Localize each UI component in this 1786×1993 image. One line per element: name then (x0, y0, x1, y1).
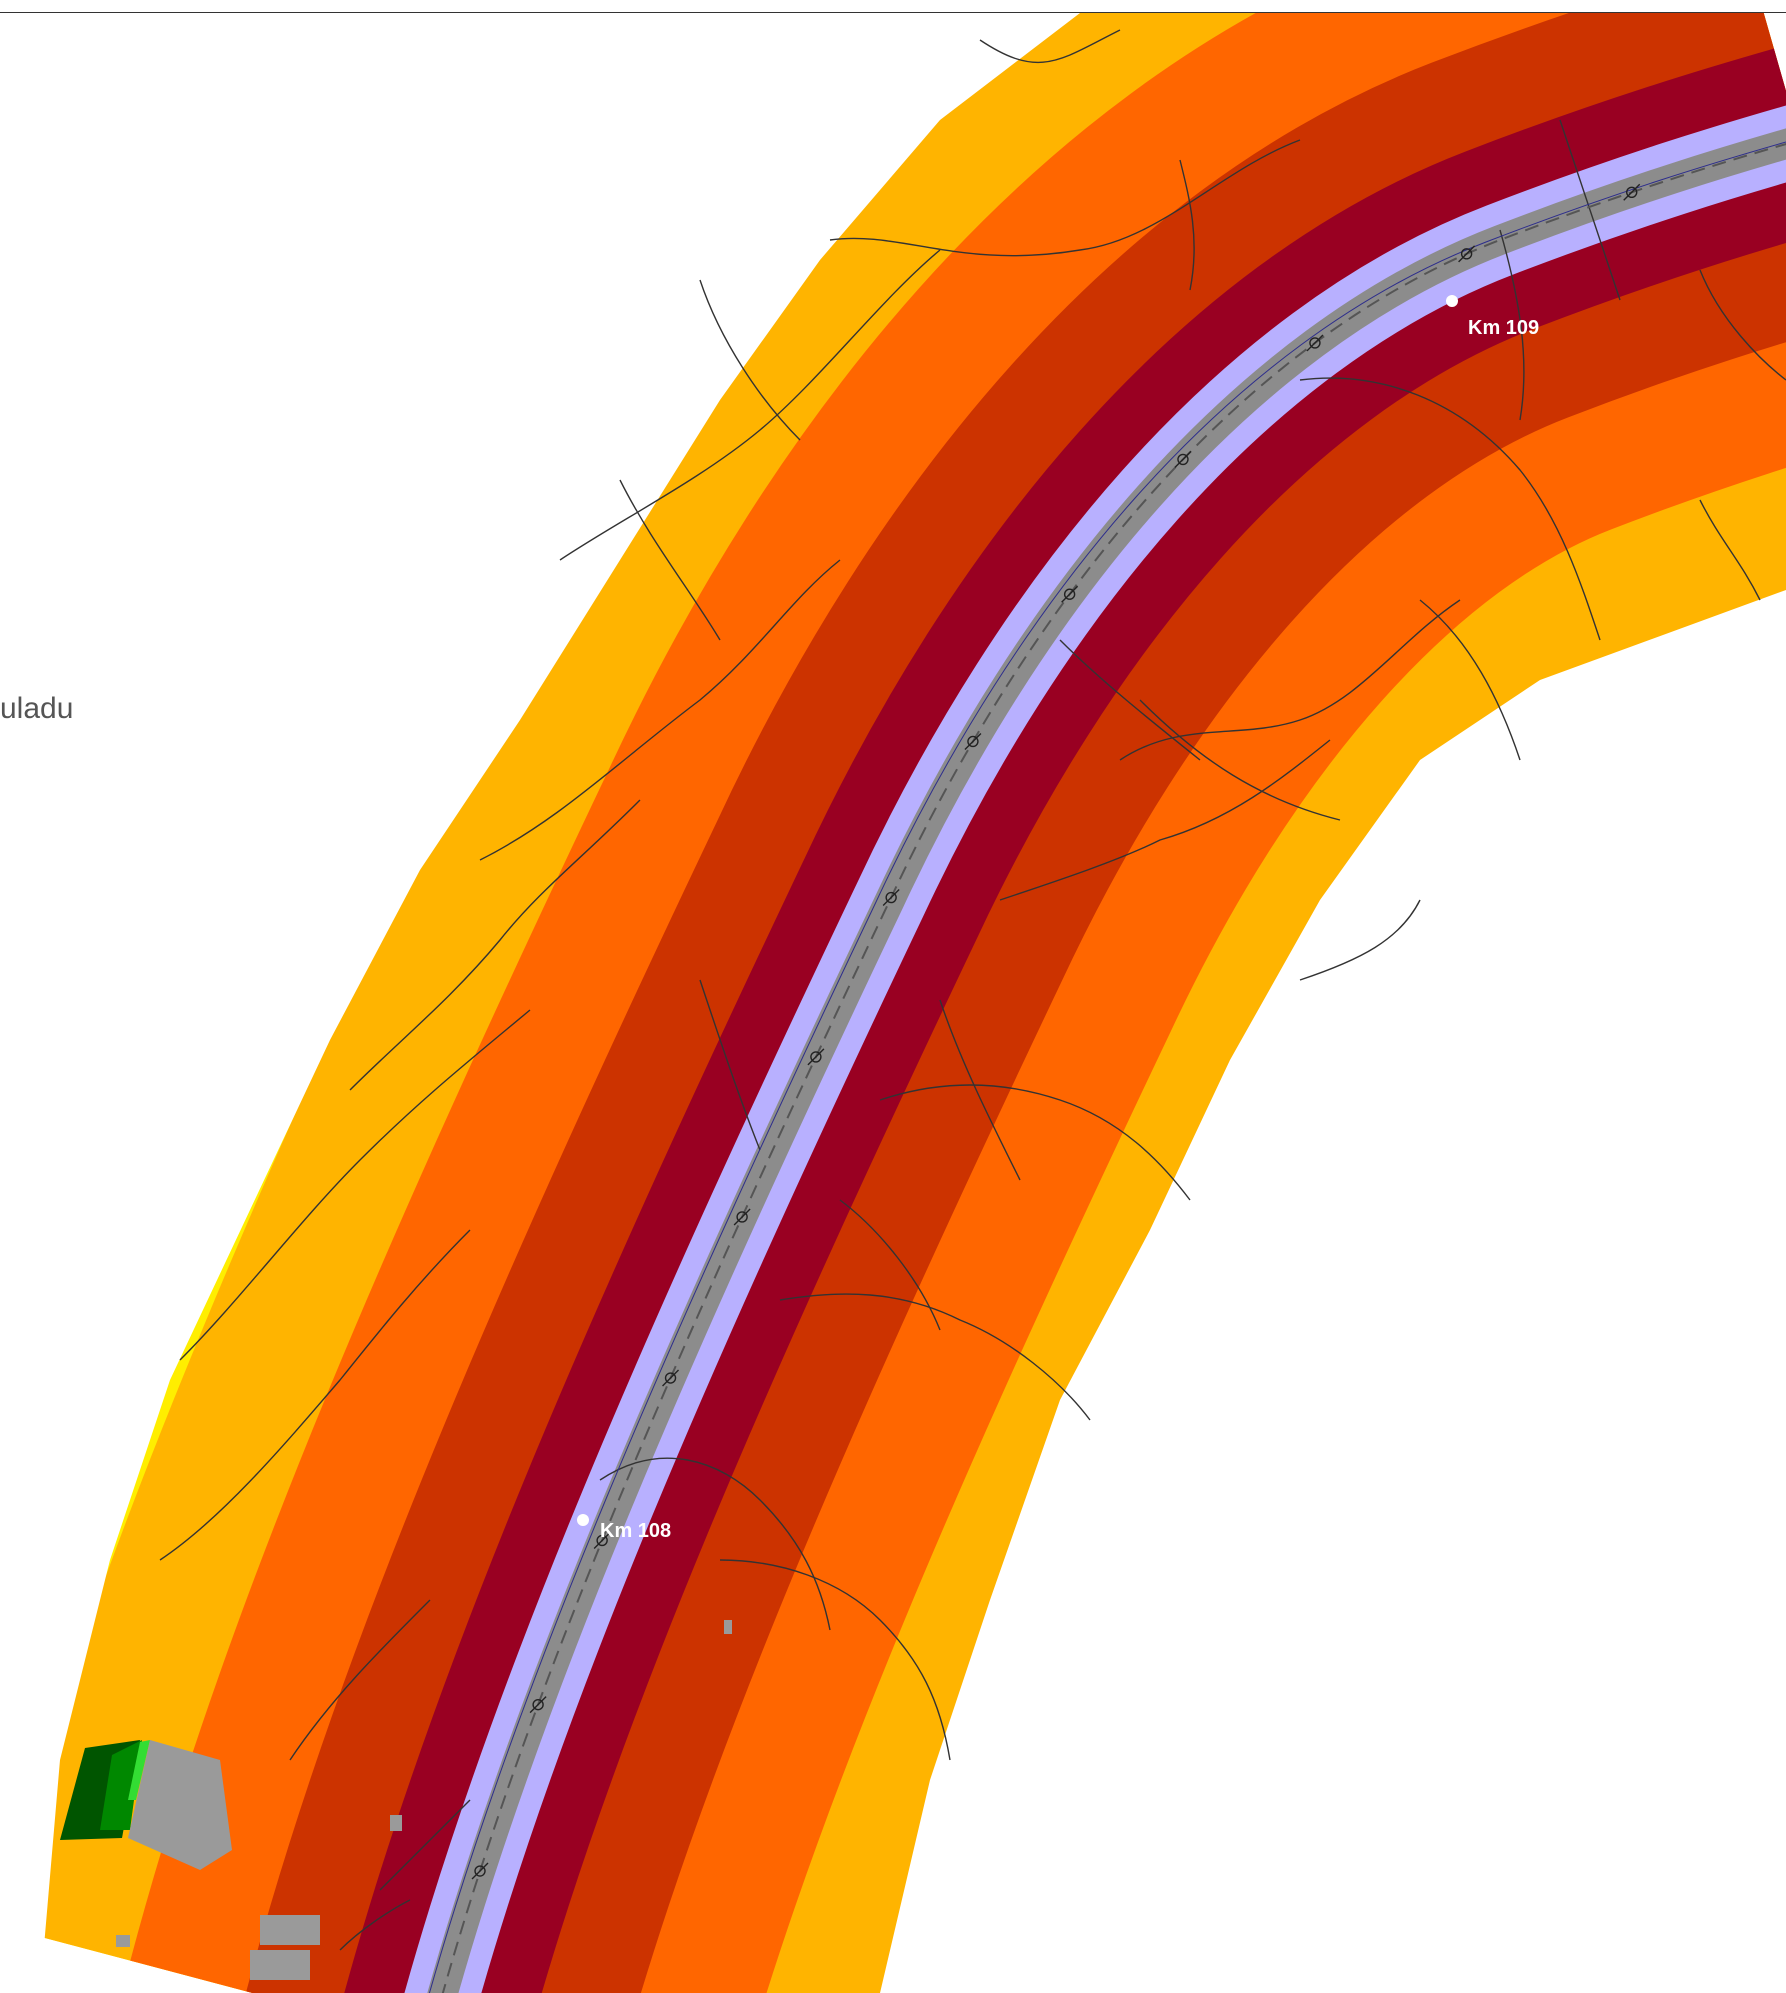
map-outside-area-right (880, 590, 1786, 1993)
crosshair-circle-icon (662, 1369, 680, 1387)
km-108-label: Km 108 (600, 1520, 671, 1542)
crosshair-circle-icon (1458, 245, 1476, 263)
km-109-point (1446, 295, 1458, 307)
km-109-label: Km 109 (1468, 317, 1539, 339)
quiet-zone-light-green (128, 1740, 150, 1800)
crosshair-circle-icon (882, 889, 900, 907)
building (390, 1815, 402, 1831)
crosshair-circle-icon (964, 732, 982, 750)
building (116, 1935, 130, 1947)
terrain-contours (159, 29, 1786, 1951)
crosshair-circle-icon (733, 1208, 751, 1226)
crosshair-circle-icon (1061, 585, 1079, 603)
crosshair-circle-icon (807, 1048, 825, 1066)
building (250, 1950, 310, 1980)
crosshair-circle-icon (1306, 334, 1324, 352)
km-108-point (577, 1514, 589, 1526)
map-frame-border (0, 12, 1786, 13)
crosshair-circle-icon (1174, 450, 1192, 468)
building (260, 1915, 320, 1945)
legend-text-fragment: uladu (0, 692, 74, 725)
building (128, 1740, 232, 1870)
crosshair-circle-icon (593, 1531, 611, 1549)
road-markers (471, 183, 1641, 1880)
quiet-zone-green (100, 1740, 142, 1830)
building (724, 1620, 732, 1634)
crosshair-circle-icon (471, 1862, 489, 1880)
map-outside-area-left (0, 13, 1080, 1993)
crosshair-circle-icon (529, 1696, 547, 1714)
crosshair-circle-icon (1623, 183, 1641, 201)
